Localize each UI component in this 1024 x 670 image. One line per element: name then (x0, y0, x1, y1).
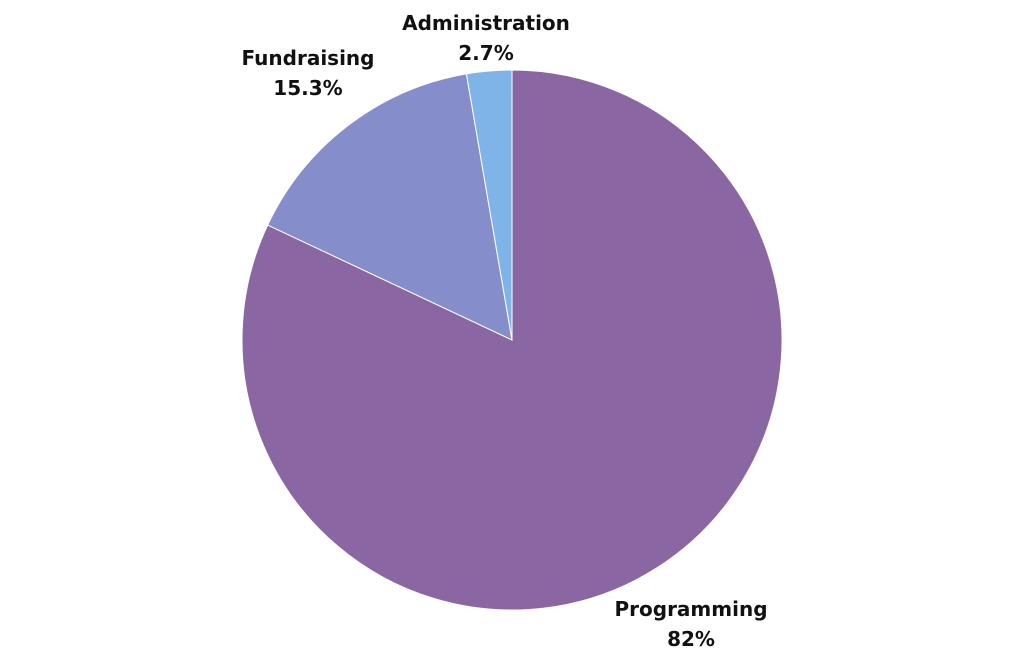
slice-value-programming: 82% (667, 627, 715, 651)
pie-labels: Programming 82% Fundraising 15.3% Administra… (242, 11, 768, 651)
pie-slice-fundraising (267, 73, 513, 341)
slice-label-fundraising: Fundraising (242, 46, 375, 70)
slice-value-fundraising: 15.3% (273, 76, 342, 100)
slice-label-programming: Programming (614, 597, 767, 621)
slice-value-administration: 2.7% (458, 41, 513, 65)
pie-slices (241, 69, 783, 611)
pie-slice-administration (465, 69, 513, 341)
slice-label-administration: Administration (402, 11, 570, 35)
